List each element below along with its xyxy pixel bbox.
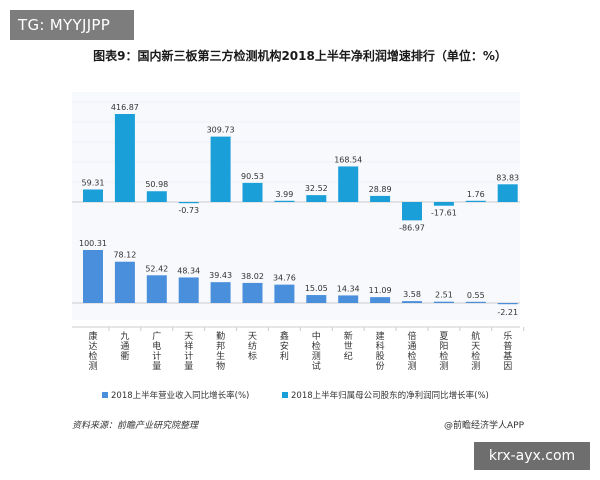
url-watermark-badge: krx-ayx.com [474, 442, 590, 470]
category-tick-label: 乐普基因 [503, 330, 512, 372]
profit-bar [146, 191, 167, 202]
revenue-bar [146, 275, 167, 303]
profit-bar [402, 202, 422, 221]
revenue-bar [274, 284, 295, 303]
legend-swatch-profit [282, 392, 288, 398]
profit-bar [433, 202, 454, 206]
source-note: 资料来源：前瞻产业研究院整理 [72, 421, 199, 431]
profit-bar [83, 189, 103, 202]
profit-data-label: 28.89 [369, 185, 392, 194]
revenue-bar [338, 295, 359, 303]
revenue-data-label: 52.42 [145, 264, 168, 273]
profit-data-label: 32.52 [305, 184, 328, 193]
profit-data-label: 83.83 [496, 173, 519, 182]
revenue-data-label: 48.34 [177, 266, 200, 275]
profit-data-label: 1.76 [467, 190, 485, 199]
revenue-data-label: 34.76 [273, 274, 296, 283]
revenue-bar [83, 250, 103, 303]
category-tick-label: 航天检测 [471, 330, 480, 372]
revenue-bar [114, 261, 135, 303]
category-tick-label: 建科股份 [376, 330, 385, 372]
revenue-data-label: -2.21 [497, 308, 518, 317]
profit-data-label: 416.87 [111, 103, 139, 112]
profit-bar [114, 114, 135, 202]
revenue-bar [465, 301, 486, 303]
category-tick-label: 广电计量 [152, 330, 161, 372]
legend-swatch-revenue [102, 392, 108, 398]
profit-bar [178, 202, 199, 204]
plot-area-background [72, 92, 520, 320]
profit-data-label: 309.73 [207, 126, 235, 135]
revenue-data-label: 2.51 [435, 291, 453, 300]
profit-bar [242, 182, 263, 202]
profit-bar [370, 195, 391, 202]
profit-data-label: -86.97 [399, 223, 425, 232]
profit-data-label: 59.31 [82, 178, 105, 187]
revenue-data-label: 14.34 [337, 284, 360, 293]
category-tick-label: 中检测试 [312, 330, 321, 372]
tg-watermark-badge: TG: MYYJJPP [10, 10, 134, 40]
category-tick-label: 倍通检测 [407, 330, 416, 372]
profit-bar [274, 200, 295, 202]
category-tick-label: 鑫安利 [280, 330, 289, 362]
revenue-data-label: 11.09 [369, 286, 392, 295]
revenue-bar [497, 303, 518, 305]
profit-bar [465, 200, 486, 202]
revenue-bar [306, 295, 327, 303]
chart-title: 图表9：国内新三板第三方检测机构2018上半年净利润增速排行（单位：%） [93, 49, 507, 63]
revenue-data-label: 100.31 [79, 239, 107, 248]
category-tick-label: 天纺标 [248, 332, 257, 362]
profit-data-label: 3.99 [275, 190, 293, 199]
profit-data-label: 168.54 [334, 155, 362, 164]
category-tick-label: 天祥计量 [184, 332, 193, 372]
revenue-bar [433, 301, 454, 303]
revenue-data-label: 38.02 [241, 272, 264, 281]
profit-data-label: -17.61 [431, 209, 457, 218]
category-tick-label: 夏阳检测 [439, 331, 448, 372]
revenue-data-label: 3.58 [403, 290, 421, 299]
revenue-data-label: 15.05 [305, 284, 328, 293]
revenue-bar [402, 301, 422, 303]
revenue-data-label: 39.43 [209, 271, 232, 280]
profit-bar [497, 184, 518, 202]
profit-data-label: 90.53 [241, 172, 264, 181]
legend-label-revenue: 2018上半年营业收入同比增长率(%) [111, 390, 249, 401]
category-tick-label: 九通衢 [120, 331, 129, 362]
profit-data-label: -0.73 [178, 206, 199, 215]
profit-bar [306, 195, 327, 202]
profit-data-label: 50.98 [145, 180, 168, 189]
profit-bar [338, 166, 359, 202]
revenue-data-label: 78.12 [113, 251, 136, 260]
revenue-data-label: 0.55 [467, 291, 485, 300]
brand-note: @前瞻经济学人APP [444, 421, 525, 431]
profit-bar [210, 136, 231, 202]
legend-label-profit: 2018上半年归属母公司股东的净利润同比增长率(%) [291, 390, 489, 401]
revenue-bar [210, 282, 231, 303]
revenue-bar [370, 297, 391, 303]
revenue-bar [178, 277, 199, 303]
category-tick-label: 勤邦生物 [216, 330, 225, 372]
category-tick-label: 新世纪 [344, 330, 353, 362]
category-tick-label: 康达检测 [88, 330, 97, 372]
revenue-bar [242, 282, 263, 303]
